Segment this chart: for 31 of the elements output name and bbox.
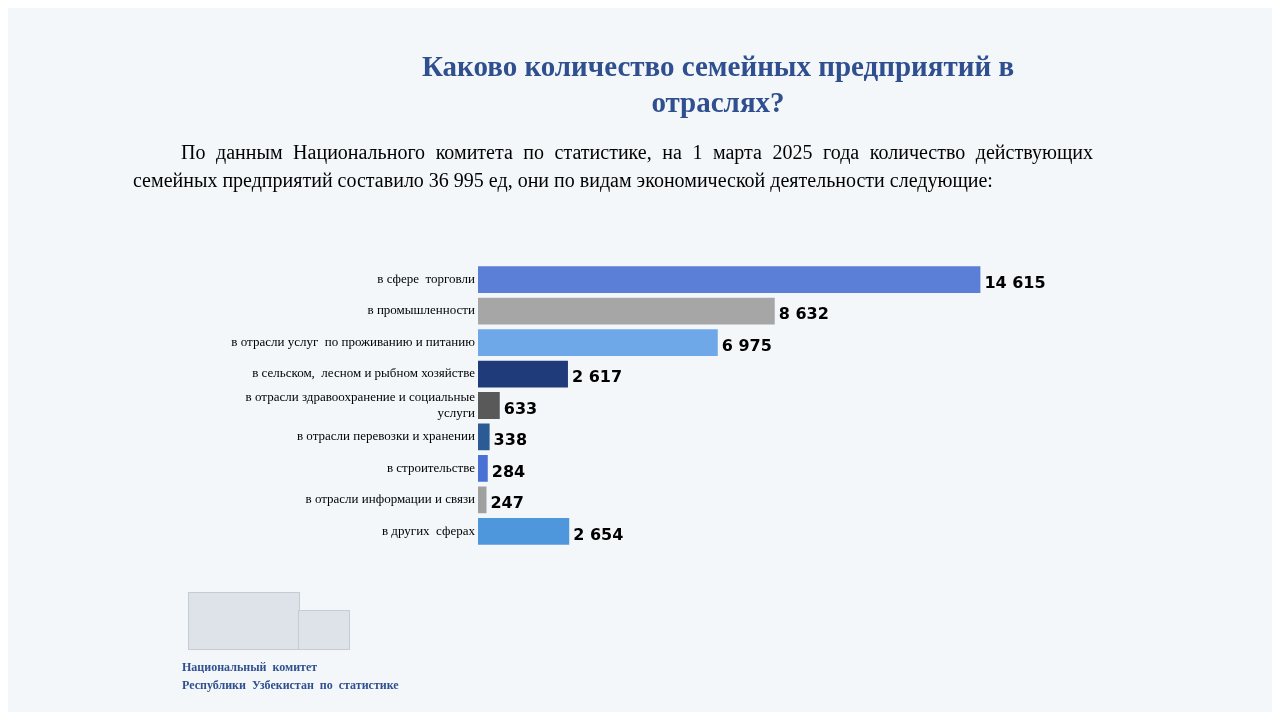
data-label: 338 [493,430,528,450]
data-label: 633 [503,398,538,418]
chart-subtitle: По данным Национального комитета по статистике, на 1 марта 2025 года количество действующих семейных предприятий составило 36 995 ед, они по видам экономической деятельности следующие: [133,140,1093,194]
y-tick-label: в отрасли перевозки и хранении [296,428,476,444]
text: Национальный комитет [182,660,318,675]
y-tick-label: в отрасли информации и связи [305,491,476,507]
y-tick-label: в отрасли здравоохранение и социальные услуги [245,389,476,420]
bar [478,266,981,293]
chart-title: Каково количество семейных предприятий в отраслях? [420,49,1016,120]
text: Республики Узбекистан по статистике [182,678,399,693]
data-label: 6 975 [721,335,772,355]
data-label: 247 [490,493,524,513]
bar [478,392,500,419]
bar [478,518,570,545]
bar [478,486,487,514]
data-label: 284 [491,461,526,481]
data-label: 2 654 [573,524,624,544]
y-tick-label: в отрасли услуг по проживанию и питанию [231,333,476,349]
bar [478,360,568,388]
bar [478,455,488,482]
data-label: 2 617 [571,367,623,387]
y-tick-label: в строительстве [386,459,476,475]
bar [478,423,490,451]
data-label: 14 615 [984,272,1046,292]
y-tick-label: в промышленности [367,302,476,318]
y-tick-label: в сфере торговли [377,270,476,286]
bar [478,329,718,356]
y-tick-label: в других сферах [381,522,476,538]
y-tick-label: в сельском, лесном и рыбном хозяйстве [252,365,476,381]
bar [478,297,775,325]
data-label: 8 632 [778,304,829,324]
